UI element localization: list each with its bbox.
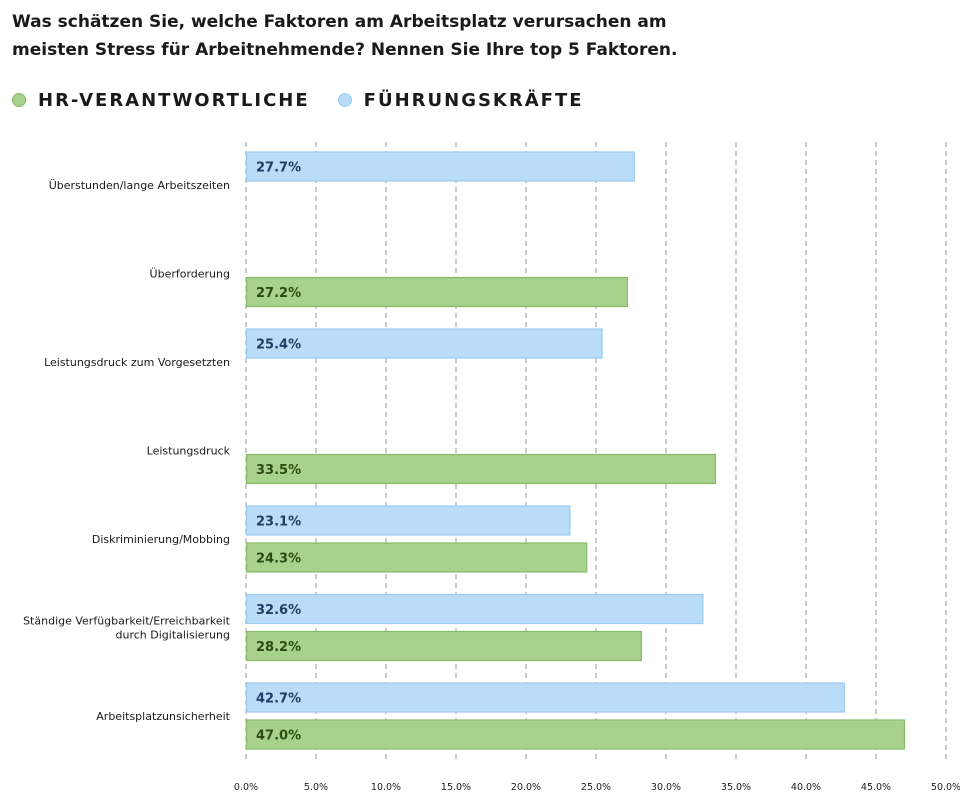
bar-hr [245,630,642,662]
x-tick-label-4: 20.0% [511,782,541,793]
bar-fuehrung [245,593,704,625]
category-label: Ständige Verfügbarkeit/Erreichbarkeit [23,615,231,628]
data-label: 42.7% [256,692,301,707]
category-label: Überforderung [150,268,230,281]
category-label: Überstunden/lange Arbeitszeiten [49,179,230,192]
bar-fuehrung [245,682,845,713]
x-tick-label-10: 50.0% [931,782,960,793]
x-tick-label-6: 30.0% [651,782,681,793]
legend-dot-fuehrung-icon [337,93,352,107]
x-tick-label-1: 5.0% [304,782,328,793]
data-label: 23.1% [256,515,301,530]
bar-hr [245,453,717,485]
x-tick-label-3: 15.0% [441,782,471,793]
x-tick-label-7: 35.0% [721,782,751,793]
data-label: 47.0% [256,729,301,744]
data-label: 25.4% [256,338,301,353]
legend-item-hr: HR-VERANTWORTLICHE [12,90,310,111]
legend-dot-hr-icon [12,93,26,107]
bar-fuehrung [245,151,635,182]
category-label: Leistungsdruck zum Vorgesetzten [44,356,230,369]
category-label: Leistungsdruck [147,445,231,458]
legend: HR-VERANTWORTLICHE FÜHRUNGSKRÄFTE [12,88,612,112]
data-label: 28.2% [256,640,301,655]
bar-fuehrung [245,505,571,536]
chart-title: Was schätzen Sie, welche Faktoren am Arb… [12,12,678,60]
data-label: 27.2% [256,286,301,301]
data-label: 27.7% [256,161,301,176]
bar-hr [245,276,628,308]
bar-fuehrung [245,328,603,359]
x-tick-label-9: 45.0% [861,782,891,793]
legend-label-hr: HR-VERANTWORTLICHE [38,89,310,111]
category-label: Diskriminierung/Mobbing [92,533,230,546]
x-tick-label-2: 10.0% [371,782,401,793]
x-tick-label-8: 40.0% [791,782,821,793]
x-tick-label-0: 0.0% [234,782,258,793]
category-label: Arbeitsplatzunsicherheit [96,710,230,723]
bar-hr [245,542,588,573]
legend-label-fuehrung: FÜHRUNGSKRÄFTE [363,89,584,111]
data-label: 33.5% [256,463,301,478]
bar-hr [245,719,906,750]
x-tick-label-5: 25.0% [581,782,611,793]
legend-item-fuehrung: FÜHRUNGSKRÄFTE [337,89,584,111]
data-label: 24.3% [256,552,301,567]
category-label: durch Digitalisierung [116,629,231,642]
data-label: 32.6% [256,603,301,618]
